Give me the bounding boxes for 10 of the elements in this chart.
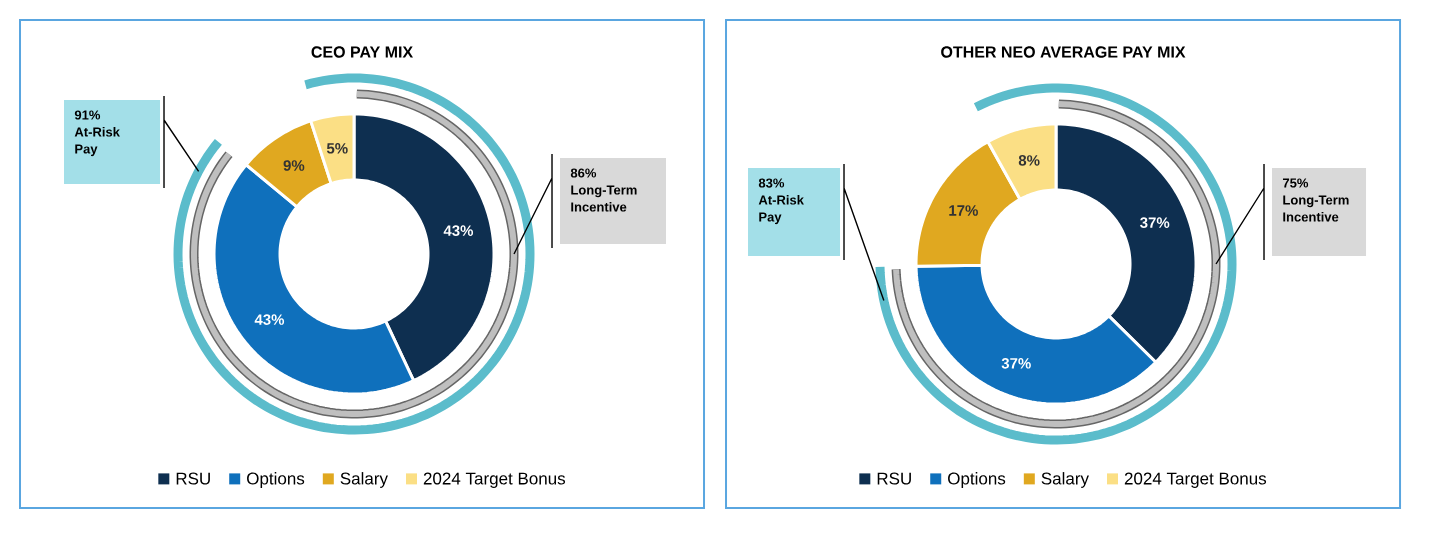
legend-label: 2024 Target Bonus: [423, 472, 566, 488]
chart-title: CEO PAY MIX: [311, 46, 413, 58]
legend-label: Salary: [1041, 472, 1089, 488]
legend-label: 2024 Target Bonus: [1124, 472, 1267, 488]
legend-label: RSU: [877, 472, 911, 485]
legend-label: Options: [247, 472, 305, 488]
legend-label: Options: [948, 472, 1006, 488]
chart-title: OTHER NEO AVERAGE PAY MIX: [941, 46, 1186, 58]
legend-label: Salary: [340, 472, 388, 488]
legend-label: RSU: [176, 472, 210, 485]
